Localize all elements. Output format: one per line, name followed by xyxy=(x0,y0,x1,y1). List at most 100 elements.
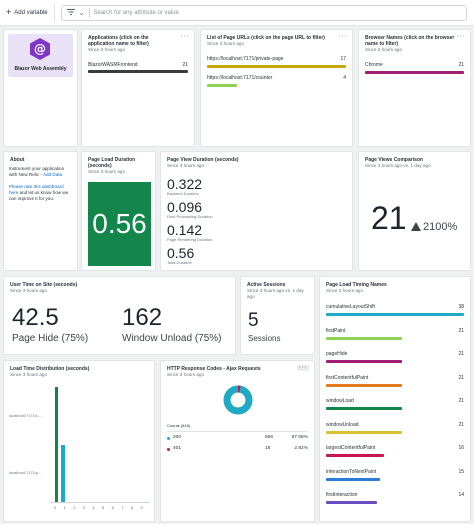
svg-text:@: @ xyxy=(34,42,46,56)
list-item[interactable]: https://localhost:7171/counter 4 xyxy=(207,75,346,81)
more-options-icon[interactable]: ··· xyxy=(456,33,465,40)
list-item[interactable]: https://localhost:7171/private-page 17 xyxy=(207,56,346,62)
timing-name: firstPaint xyxy=(326,327,346,334)
widget-timeframe: Since 3 hours ago xyxy=(167,372,205,377)
browser-name: Chrome xyxy=(365,62,383,68)
list-item[interactable]: interactionToNextPaint 15 xyxy=(326,469,464,475)
histogram-bar xyxy=(61,445,65,502)
list-item[interactable]: Chrome 21 xyxy=(365,62,464,68)
timing-name: windowUnload xyxy=(326,421,359,428)
about-line: Instrument your application with New Rel… xyxy=(9,166,65,177)
http-response-codes-widget: HTTP Response Codes - Ajax Requests Sinc… xyxy=(160,360,315,522)
widget-timeframe: Since 3 hours ago xyxy=(88,169,126,174)
widget-timeframe: Since 3 hours ago vs. 1 day ago xyxy=(365,163,431,168)
page-views-comparison-widget: Page Views Comparison Since 3 hours ago … xyxy=(358,151,471,271)
logo-widget: @ Blazor Web Assembly xyxy=(3,29,78,147)
widget-timeframe: Since 3 hours ago xyxy=(207,41,245,46)
page-view-duration-widget: Page View Duration (seconds) Since 3 hou… xyxy=(160,151,353,271)
url-bar xyxy=(207,65,346,68)
list-item[interactable]: windowUnload 21 xyxy=(326,422,464,428)
widget-timeframe: Since 3 hours ago xyxy=(326,288,364,293)
url-name: https://localhost:7171/private-page xyxy=(207,56,284,62)
series-label: localhost:7171/c... xyxy=(9,413,42,418)
add-variable-label: Add variable xyxy=(14,9,48,16)
timing-bar xyxy=(326,313,464,316)
status-code: 401 xyxy=(173,446,182,451)
widget-title: Load Time Distribution (seconds) xyxy=(10,366,90,372)
more-options-icon[interactable]: ··· xyxy=(338,33,347,40)
applications-widget: Applications (click on the application n… xyxy=(81,29,195,147)
metric-label: Page Hide (75%) xyxy=(12,333,89,344)
billboard-value: 0.56 xyxy=(92,208,147,239)
more-options-icon[interactable]: ··· xyxy=(296,364,309,371)
browser-count: 21 xyxy=(458,62,464,68)
logo-label: Blazor Web Assembly xyxy=(14,66,67,72)
page-load-duration-widget: Page Load Duration (seconds) Since 3 hou… xyxy=(81,151,156,271)
app-count: 21 xyxy=(182,62,188,68)
metric-label: Sessions xyxy=(248,334,281,343)
table-row[interactable]: 200 556 97.08% xyxy=(167,435,308,443)
counts-label: Counts (616) xyxy=(167,423,191,428)
timing-bar xyxy=(326,430,402,434)
widget-title: About xyxy=(10,157,25,163)
list-item[interactable]: firstPaint 21 xyxy=(326,328,464,334)
timing-name: windowLoad xyxy=(326,398,354,404)
donut-chart xyxy=(223,385,253,415)
timing-name: largestContentfulPaint xyxy=(326,445,376,451)
widget-timeframe: Since 3 hours ago xyxy=(167,163,205,168)
timing-bar xyxy=(326,501,378,504)
list-item[interactable]: BlazorWASMFrontend 21 xyxy=(88,62,188,68)
trend-up-icon xyxy=(411,222,421,231)
timing-names-widget: Page Load Timing Names Since 3 hours ago… xyxy=(319,276,471,522)
timing-name: pageHide xyxy=(326,351,348,357)
url-count: 4 xyxy=(343,75,346,81)
status-count: 556 xyxy=(265,435,274,440)
widget-title: Active Sessions xyxy=(247,282,286,288)
filter-bar[interactable]: ⌄ Search for any attribute or value xyxy=(60,4,467,21)
timing-name: firstContentfulPaint xyxy=(326,374,369,381)
filter-icon[interactable] xyxy=(66,8,75,17)
browser-bar xyxy=(365,71,464,74)
timing-count: 38 xyxy=(458,304,464,310)
widget-title: User Time on Site (seconds) xyxy=(10,282,78,288)
metric-label: Dom Processing Duration xyxy=(167,214,213,219)
url-count: 17 xyxy=(340,56,346,62)
timing-bar xyxy=(326,383,402,387)
list-item[interactable]: firstInteraction 14 xyxy=(326,492,464,498)
list-item[interactable]: pageHide 21 xyxy=(326,351,464,357)
load-time-distribution-widget: Load Time Distribution (seconds) Since 3… xyxy=(3,360,155,522)
x-axis xyxy=(50,502,150,503)
timing-bar xyxy=(326,477,380,481)
list-item[interactable]: cumulativeLayoutShift 38 xyxy=(326,304,464,310)
timing-count: 21 xyxy=(458,351,464,357)
about-text: Instrument your application with New Rel… xyxy=(9,166,73,202)
list-item[interactable]: firstContentfulPaint 21 xyxy=(326,375,464,381)
series-label: localhost:7171/p... xyxy=(9,470,42,475)
timing-count: 21 xyxy=(458,398,464,404)
metric-label: Window Unload (75%) xyxy=(122,333,222,344)
table-row[interactable]: 401 18 2.92% xyxy=(167,446,308,454)
widget-title: Page View Duration (seconds) xyxy=(167,157,239,163)
widget-title: HTTP Response Codes - Ajax Requests xyxy=(167,366,261,372)
timing-count: 14 xyxy=(458,492,464,498)
widget-title: Page Views Comparison xyxy=(365,157,423,163)
list-item[interactable]: windowLoad 21 xyxy=(326,398,464,404)
legend-swatch xyxy=(167,447,170,451)
widget-title: Browser Names (click on the browser name… xyxy=(365,35,455,47)
x-tick-label: 0 xyxy=(54,505,57,510)
filter-input[interactable]: Search for any attribute or value xyxy=(93,9,179,16)
widget-timeframe: Since 3 hours ago xyxy=(365,47,403,52)
status-code: 200 xyxy=(173,435,182,440)
timing-bar xyxy=(326,454,384,457)
app-name: BlazorWASMFrontend xyxy=(88,62,138,68)
chevron-down-icon[interactable]: ⌄ xyxy=(78,9,85,17)
list-item[interactable]: largestContentfulPaint 16 xyxy=(326,445,464,451)
add-variable-button[interactable]: + Add variable xyxy=(0,3,55,22)
x-tick-label: 8 xyxy=(130,505,134,510)
about-widget: About Instrument your application with N… xyxy=(3,151,78,271)
active-sessions-widget: Active Sessions Since 3 hours ago vs. 1 … xyxy=(240,276,315,355)
more-options-icon[interactable]: ··· xyxy=(180,33,189,40)
timing-bar xyxy=(326,360,402,363)
rate-dashboard-link[interactable]: Please rate this dashboard here xyxy=(9,184,64,195)
add-data-link[interactable]: Add Data xyxy=(42,172,63,177)
